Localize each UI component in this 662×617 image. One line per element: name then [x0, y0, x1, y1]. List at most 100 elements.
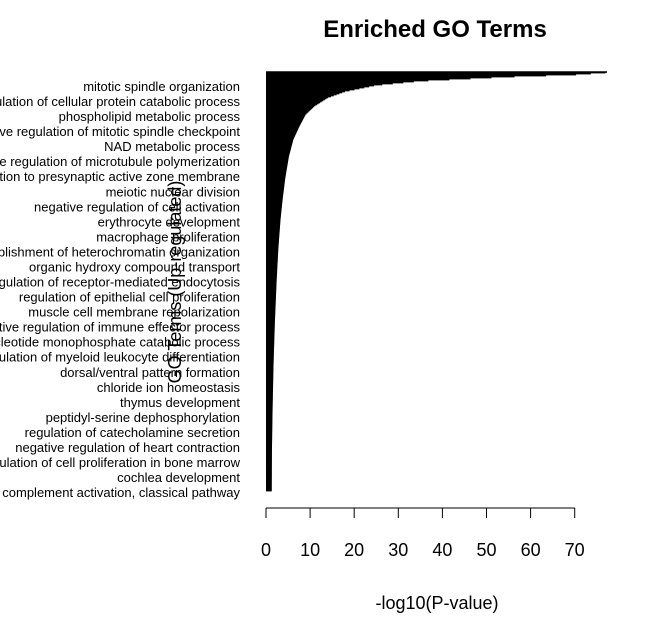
bar — [266, 381, 274, 383]
bar — [266, 474, 272, 476]
bar — [266, 362, 274, 364]
bar — [266, 309, 276, 311]
bar — [266, 102, 319, 105]
bar — [266, 256, 278, 258]
bar — [266, 401, 273, 403]
bar — [266, 181, 285, 184]
category-label: positive regulation of cellular protein … — [0, 94, 240, 109]
x-tick-label: 70 — [565, 540, 585, 560]
bar — [266, 162, 288, 165]
bar-area — [266, 71, 607, 492]
bar — [266, 230, 280, 233]
bar — [266, 73, 591, 75]
bar — [266, 297, 276, 299]
category-label: mitotic spindle organization — [83, 79, 240, 94]
bar — [266, 370, 274, 372]
x-axis-ticks: 0 10 20 30 40 50 60 70 — [261, 508, 585, 560]
category-label: negative regulation of microtubule polym… — [0, 154, 240, 169]
bar — [266, 156, 289, 159]
bar — [266, 248, 279, 250]
bar — [266, 271, 278, 273]
bar — [266, 273, 277, 275]
bar — [266, 453, 272, 455]
bar — [266, 200, 283, 203]
bar — [266, 425, 273, 427]
bar — [266, 416, 273, 418]
bar — [266, 266, 278, 268]
bar — [266, 307, 276, 309]
bar — [266, 136, 295, 139]
bar — [266, 155, 289, 158]
bar — [266, 193, 284, 196]
bar — [266, 212, 282, 215]
x-tick-label: 30 — [388, 540, 408, 560]
bar — [266, 208, 282, 211]
y-axis-label: GO Terms (Up-regulated) — [165, 181, 185, 384]
bar — [266, 479, 272, 481]
bar — [266, 305, 276, 307]
bar — [266, 313, 276, 315]
bar — [266, 113, 306, 116]
bar — [266, 225, 280, 228]
bar — [266, 85, 370, 88]
bar — [266, 376, 274, 378]
bar — [266, 428, 273, 430]
bar — [266, 198, 283, 201]
bar — [266, 240, 279, 242]
bar — [266, 74, 547, 77]
bar — [266, 157, 289, 160]
bar — [266, 171, 287, 174]
bar — [266, 365, 274, 367]
bar — [266, 461, 272, 463]
bar — [266, 363, 274, 365]
bar — [266, 254, 278, 256]
bar — [266, 106, 313, 109]
bar — [266, 466, 272, 468]
bar — [266, 207, 282, 210]
bar — [266, 251, 279, 253]
bar — [266, 231, 280, 234]
bar — [266, 292, 277, 294]
bar — [266, 359, 274, 361]
bar — [266, 367, 274, 369]
bar — [266, 417, 273, 419]
bar — [266, 201, 283, 204]
bar — [266, 386, 274, 388]
category-label: thymus development — [120, 395, 240, 410]
bar — [266, 490, 272, 492]
bar — [266, 404, 273, 406]
bar — [266, 384, 274, 386]
bar — [266, 487, 272, 489]
bar — [266, 484, 272, 486]
bar — [266, 116, 305, 119]
bar — [266, 88, 355, 91]
bar — [266, 383, 274, 385]
bar — [266, 353, 274, 355]
bar — [266, 369, 274, 371]
bar — [266, 75, 515, 78]
bar — [266, 243, 279, 245]
x-tick-label: 0 — [261, 540, 271, 560]
bar — [266, 463, 272, 465]
category-label: regulation of receptor-mediated endocyto… — [0, 275, 240, 290]
bar — [266, 294, 277, 296]
bar — [266, 110, 309, 113]
bar — [266, 433, 273, 435]
bar — [266, 229, 280, 232]
bar — [266, 245, 279, 247]
bar — [266, 480, 272, 482]
bar — [266, 131, 297, 134]
bar — [266, 346, 275, 348]
category-label: purine nucleotide monophosphate cataboli… — [0, 335, 240, 350]
bar — [266, 119, 303, 122]
bar — [266, 165, 288, 168]
bar — [266, 274, 277, 276]
bar — [266, 324, 275, 326]
category-label: establishment of heterochromatin organiz… — [0, 244, 240, 259]
bar — [266, 134, 296, 137]
bar — [266, 364, 274, 366]
bar — [266, 378, 274, 380]
bar — [266, 477, 272, 479]
bar — [266, 220, 281, 223]
